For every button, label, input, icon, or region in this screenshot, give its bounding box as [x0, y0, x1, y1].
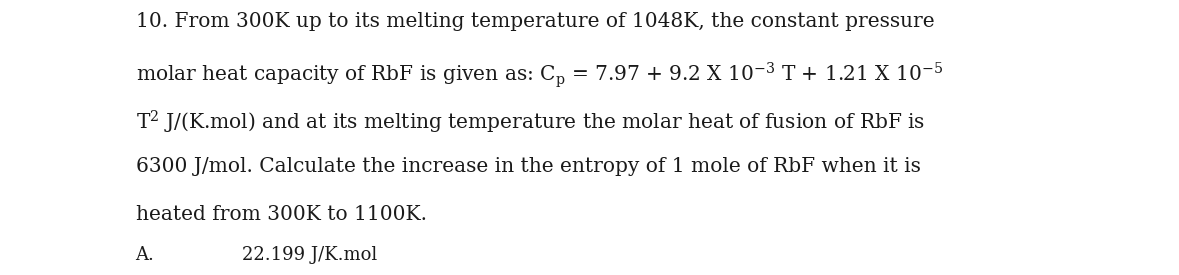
- Text: $\mathdefault{T^2}$ J/(K.mol) and at its melting temperature the molar heat of f: $\mathdefault{T^2}$ J/(K.mol) and at its…: [136, 109, 924, 136]
- Text: heated from 300K to 1100K.: heated from 300K to 1100K.: [136, 205, 427, 224]
- Text: molar heat capacity of RbF is given as: $\mathdefault{C_p}$ = 7.97 + 9.2 X $\mat: molar heat capacity of RbF is given as: …: [136, 60, 943, 90]
- Text: A.: A.: [136, 246, 154, 264]
- Text: 6300 J/mol. Calculate the increase in the entropy of 1 mole of RbF when it is: 6300 J/mol. Calculate the increase in th…: [136, 157, 921, 176]
- Text: 10. From 300K up to its melting temperature of 1048K, the constant pressure: 10. From 300K up to its melting temperat…: [136, 12, 934, 31]
- Text: 22.199 J/K.mol: 22.199 J/K.mol: [242, 246, 377, 264]
